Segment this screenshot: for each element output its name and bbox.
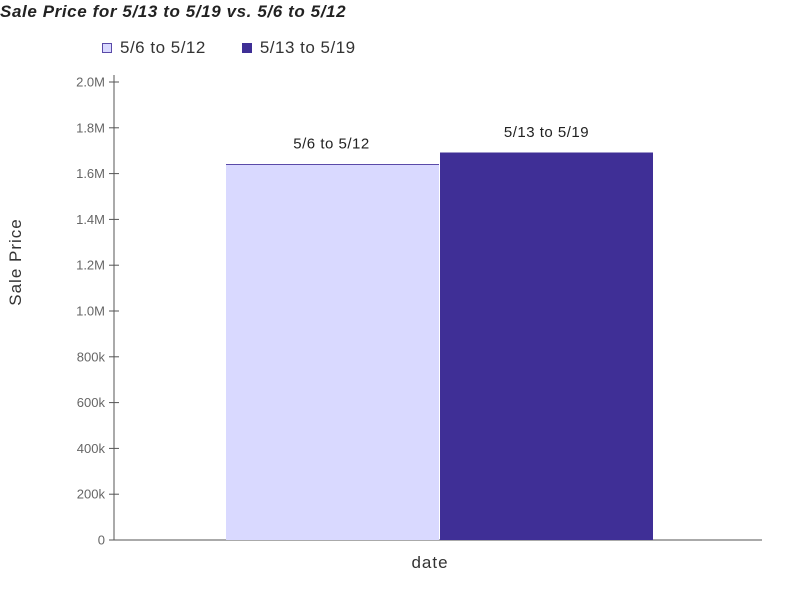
bar-label-1: 5/6 to 5/12 [293, 135, 369, 152]
y-tick-label: 1.8M [76, 120, 105, 135]
y-tick-label: 800k [77, 349, 106, 364]
legend: 5/6 to 5/12 5/13 to 5/19 [102, 38, 392, 58]
x-axis-title: date [411, 553, 448, 572]
bar-2[interactable] [440, 152, 653, 541]
y-axis-title: Sale Price [6, 218, 25, 305]
y-tick-label: 200k [77, 487, 106, 502]
legend-label-week-2: 5/13 to 5/19 [259, 38, 356, 57]
y-axis: 0 200k 400k 600k 800k 1.0M 1.2M 1.4M 1.6M 1.8M 2.0… [76, 75, 762, 548]
chart-title: Sale Price for 5/13 to 5/19 vs. 5/6 to 5… [0, 2, 347, 21]
y-tick-label: 600k [77, 395, 106, 410]
bars: 5/6 to 5/12 5/13 to 5/19 [226, 124, 653, 541]
bar-1[interactable] [226, 164, 439, 540]
y-tick-label: 0 [98, 533, 105, 548]
y-tick-label: 2.0M [76, 75, 105, 90]
y-tick-label: 400k [77, 441, 106, 456]
bar-label-2: 5/13 to 5/19 [504, 124, 589, 141]
legend-swatch-week-2 [241, 43, 252, 53]
legend-label-week-1: 5/6 to 5/12 [120, 38, 206, 57]
y-tick-label: 1.2M [76, 258, 105, 273]
legend-item-week-1[interactable]: 5/6 to 5/12 [102, 38, 206, 58]
legend-swatch-week-1 [102, 43, 112, 53]
y-tick-label: 1.0M [76, 304, 105, 319]
y-tick-label: 1.6M [76, 166, 105, 181]
y-tick-label: 1.4M [76, 212, 105, 227]
legend-item-week-2[interactable]: 5/13 to 5/19 [241, 38, 356, 58]
